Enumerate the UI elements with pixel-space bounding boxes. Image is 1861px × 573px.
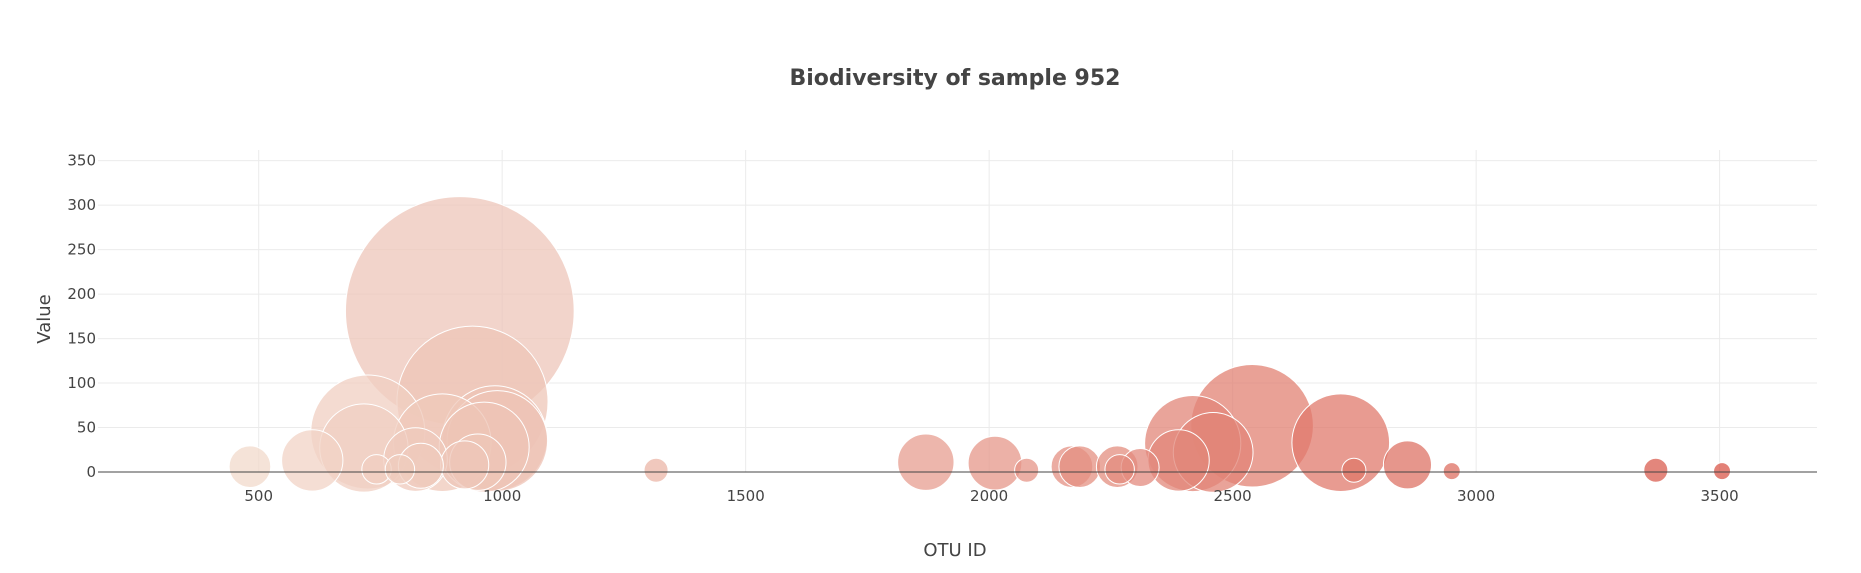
- bubble-point[interactable]: [1643, 457, 1669, 483]
- bubble-point[interactable]: [1442, 462, 1461, 481]
- y-tick-label: 150: [67, 330, 96, 348]
- bubble-point[interactable]: [1341, 457, 1367, 483]
- bubble-point[interactable]: [1058, 445, 1102, 488]
- y-tick-labels: 0 50 100 150 200 250 300 350: [67, 152, 96, 481]
- bubble-point[interactable]: [1014, 457, 1040, 483]
- y-tick-label: 350: [67, 152, 96, 170]
- y-tick-label: 300: [67, 196, 96, 214]
- x-axis-title: OTU ID: [923, 540, 986, 561]
- x-tick-label: 1000: [483, 487, 521, 505]
- bubble-point[interactable]: [281, 429, 344, 492]
- x-tick-label: 2000: [970, 487, 1008, 505]
- bubble-point[interactable]: [643, 457, 669, 483]
- x-tick-labels: 500 1000 1500 2000 2500 3000 3500: [244, 487, 1738, 505]
- bubble-point[interactable]: [1382, 440, 1433, 490]
- y-tick-label: 200: [67, 285, 96, 303]
- x-tick-label: 1500: [727, 487, 765, 505]
- bubble-point[interactable]: [228, 445, 272, 488]
- bubble-point[interactable]: [1104, 454, 1135, 485]
- bubble-point[interactable]: [384, 454, 416, 485]
- bubble-point[interactable]: [1291, 393, 1391, 492]
- bubble-point[interactable]: [440, 440, 490, 490]
- y-tick-label: 250: [67, 241, 96, 259]
- x-tick-label: 3000: [1457, 487, 1495, 505]
- x-tick-label: 3500: [1701, 487, 1739, 505]
- bubble-point[interactable]: [967, 435, 1023, 491]
- x-tick-label: 500: [244, 487, 273, 505]
- y-tick-label: 50: [77, 419, 96, 437]
- y-tick-label: 0: [86, 463, 96, 481]
- y-tick-label: 100: [67, 374, 96, 392]
- bubble-point[interactable]: [897, 433, 955, 491]
- chart-title: Biodiversity of sample 952: [790, 66, 1121, 91]
- bubble-point[interactable]: [1713, 462, 1732, 481]
- bubbles: [228, 196, 1732, 493]
- y-axis-title: Value: [34, 294, 55, 343]
- x-tick-label: 2500: [1214, 487, 1252, 505]
